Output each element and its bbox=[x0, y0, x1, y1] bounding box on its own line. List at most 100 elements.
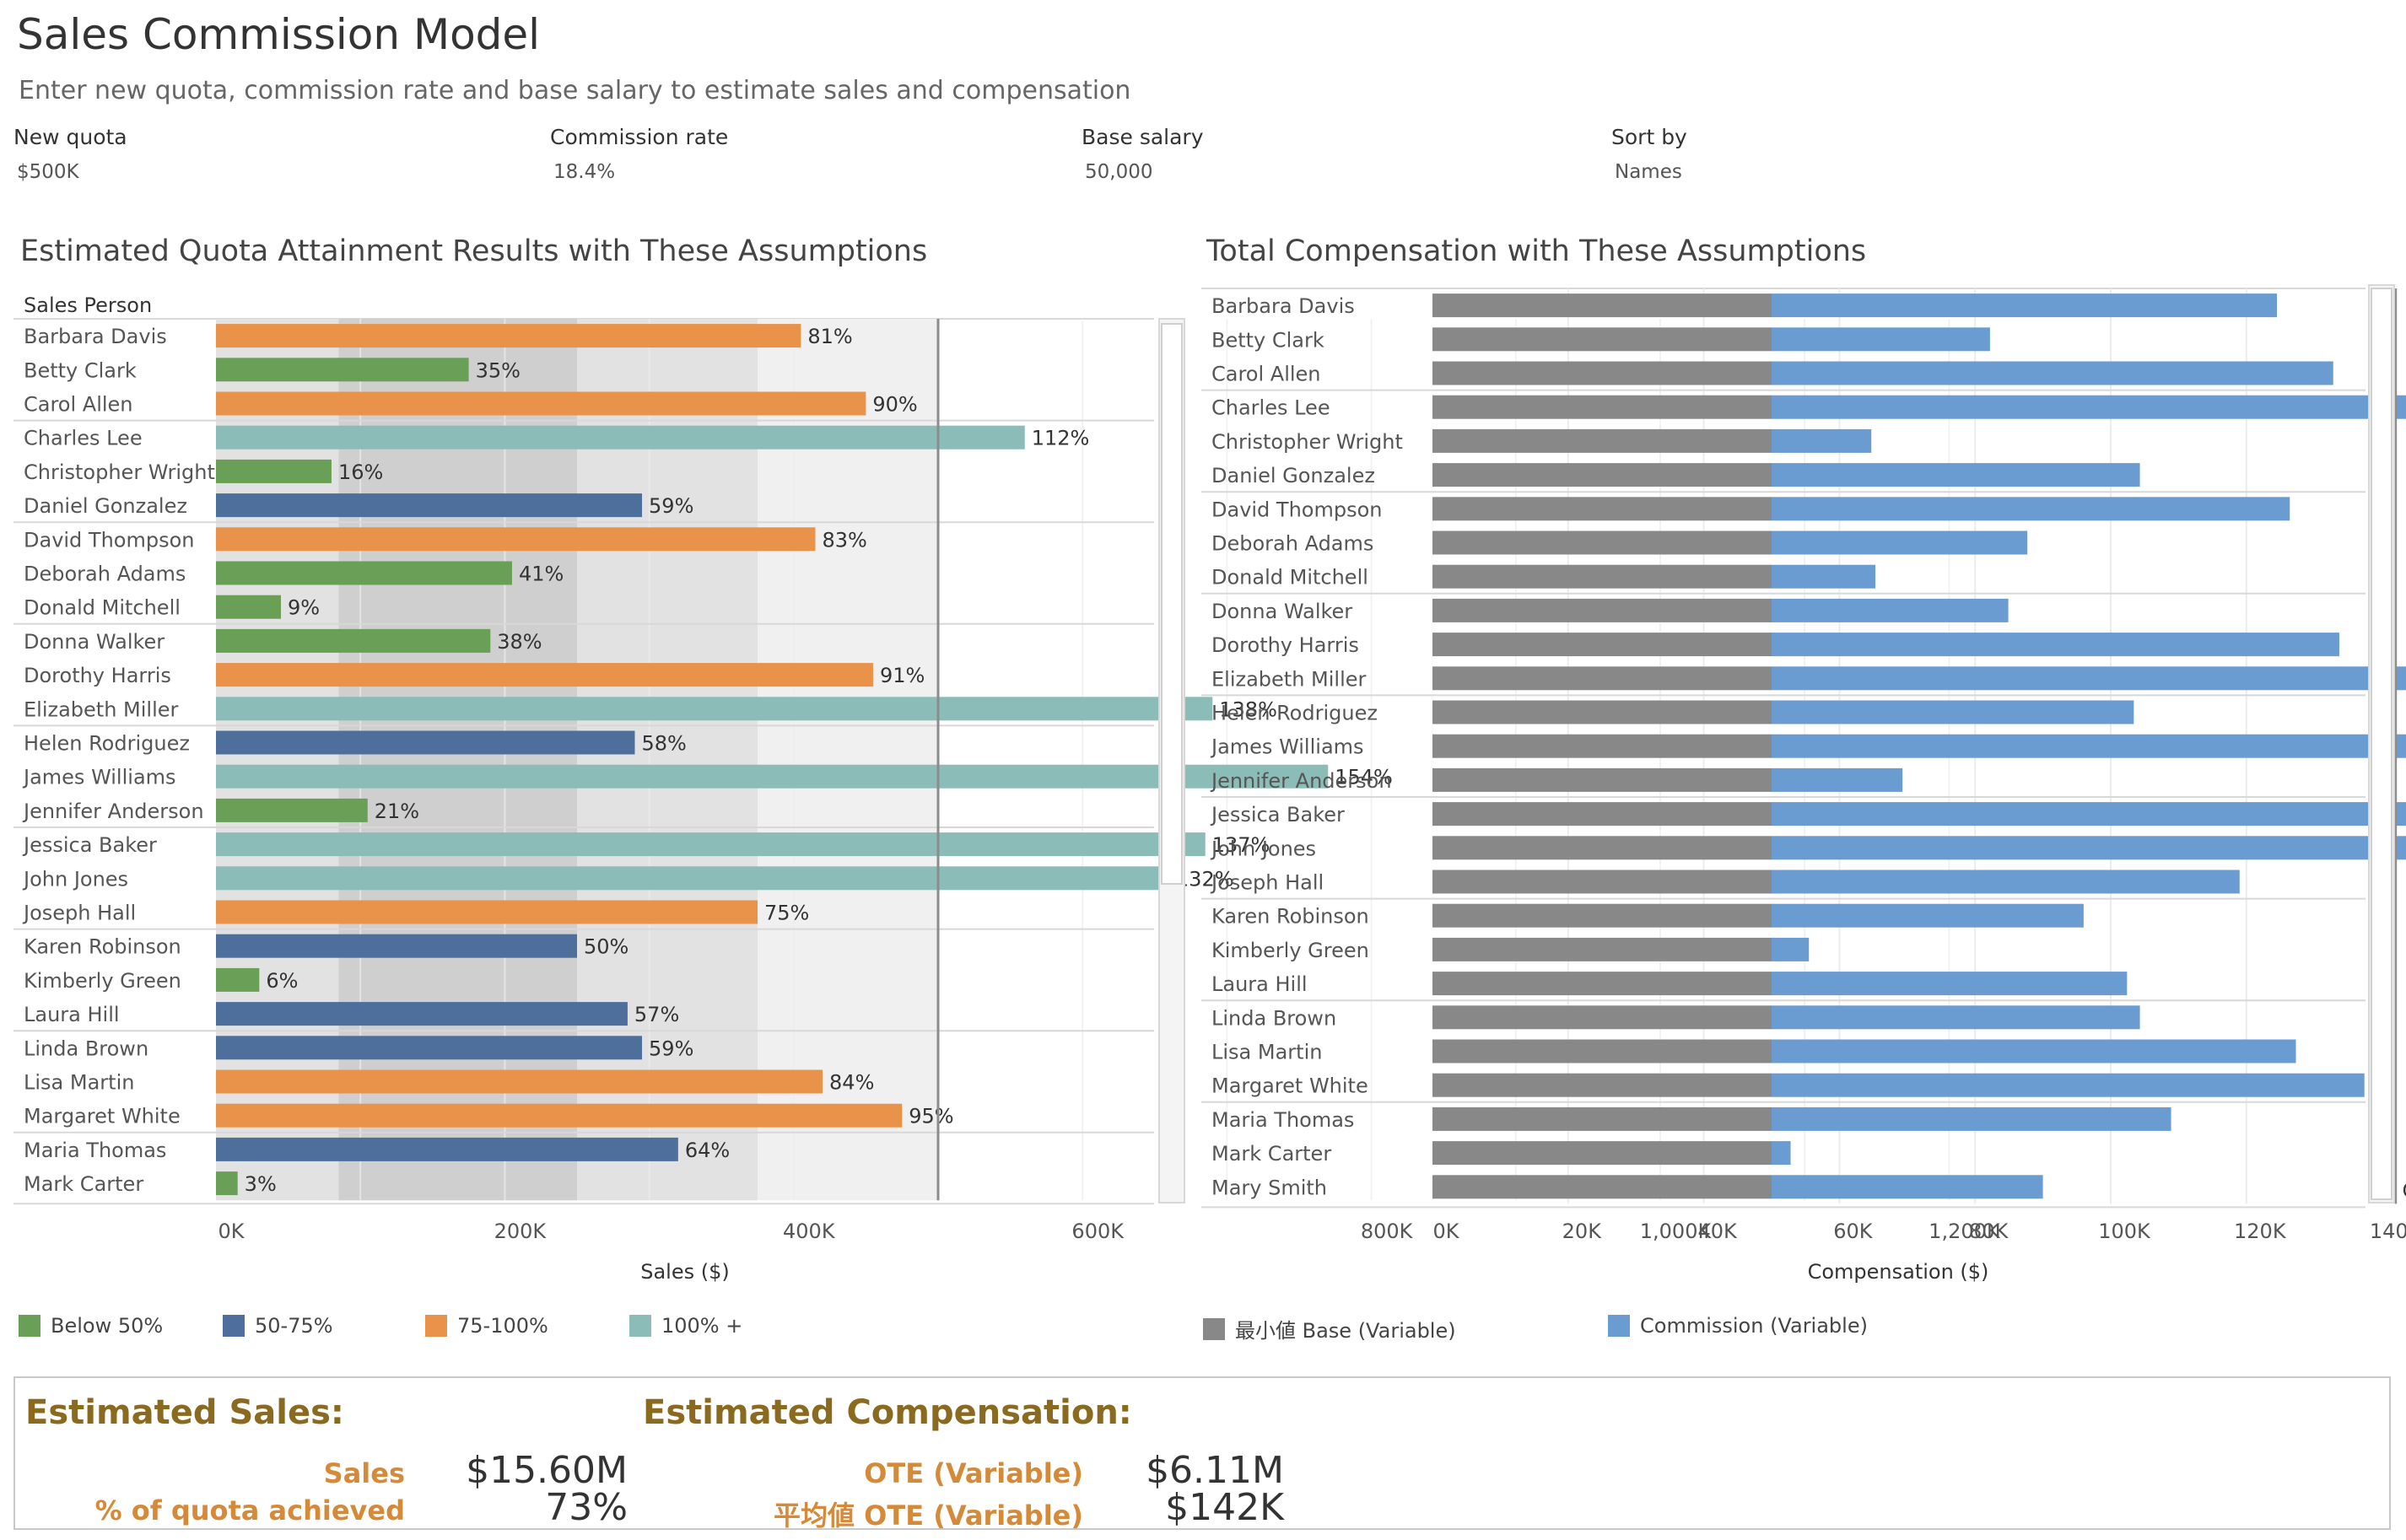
legend-item-base[interactable]: 最小値 Base (Variable) bbox=[1203, 1314, 1456, 1343]
param-base-salary[interactable]: Base salary 50,000 bbox=[1082, 125, 1204, 183]
bar-label: 75% bbox=[764, 902, 809, 925]
commission-bar bbox=[1772, 497, 2290, 521]
legend-swatch bbox=[629, 1315, 651, 1337]
x-tick-label: 60K bbox=[1833, 1220, 1874, 1243]
row-label: Linda Brown bbox=[1211, 1006, 1336, 1030]
base-bar bbox=[1432, 428, 1772, 453]
quota-bar bbox=[216, 934, 577, 958]
row-label: Barbara Davis bbox=[1211, 294, 1355, 318]
row-label: Joseph Hall bbox=[1210, 871, 1324, 895]
row-label: Mark Carter bbox=[1211, 1142, 1331, 1166]
param-new-quota[interactable]: New quota $500K bbox=[13, 125, 127, 183]
param-label: Sort by bbox=[1611, 125, 1687, 149]
legend-item-commission[interactable]: Commission (Variable) bbox=[1608, 1314, 1868, 1338]
row-label: John Jones bbox=[22, 867, 128, 891]
scrollbar-thumb bbox=[2371, 288, 2393, 1200]
x-tick-label: 1,200K bbox=[1929, 1220, 2001, 1243]
commission-rate-input[interactable]: 18.4% bbox=[553, 161, 616, 183]
base-bar bbox=[1432, 598, 1772, 622]
quota-bar bbox=[216, 1171, 238, 1196]
base-bar bbox=[1432, 1073, 1772, 1097]
quota-bar bbox=[216, 730, 635, 755]
page-title: Sales Commission Model bbox=[17, 10, 541, 59]
base-salary-input[interactable]: 50,000 bbox=[1085, 161, 1153, 183]
quota-bar bbox=[216, 425, 1025, 450]
commission-bar bbox=[1772, 972, 2128, 996]
row-label: Margaret White bbox=[24, 1105, 181, 1128]
base-bar bbox=[1432, 700, 1772, 724]
param-sort-by[interactable]: Sort by Names bbox=[1611, 125, 1687, 183]
row-label: Carol Allen bbox=[24, 393, 133, 417]
x-tick-label: 1,000K bbox=[1640, 1220, 1713, 1243]
commission-bar bbox=[1772, 767, 1903, 792]
x-tick-label: 140K bbox=[2370, 1220, 2406, 1243]
bar-label: 3% bbox=[245, 1172, 277, 1196]
estimated-compensation-heading: Estimated Compensation: bbox=[643, 1393, 1132, 1432]
base-bar bbox=[1432, 903, 1772, 928]
quota-bar bbox=[216, 866, 1169, 891]
bar-label: 6% bbox=[266, 969, 298, 993]
x-tick-label: 200K bbox=[494, 1220, 548, 1243]
bar-label: 41% bbox=[519, 563, 564, 586]
legend-item-100-plus[interactable]: 100% + bbox=[629, 1314, 742, 1338]
quota-bar bbox=[216, 832, 1206, 857]
legend-label: Below 50% bbox=[51, 1314, 164, 1338]
commission-bar bbox=[1772, 463, 2140, 487]
legend-item-75-100[interactable]: 75-100% bbox=[425, 1314, 548, 1338]
row-label: Margaret White bbox=[1211, 1074, 1368, 1098]
row-label: Deborah Adams bbox=[1211, 532, 1373, 556]
quota-bar bbox=[216, 900, 758, 924]
legend-item-below-50[interactable]: Below 50% bbox=[19, 1314, 163, 1338]
quota-bar bbox=[216, 527, 816, 552]
new-quota-input[interactable]: $500K bbox=[17, 161, 79, 183]
param-label: Base salary bbox=[1082, 125, 1204, 149]
base-bar bbox=[1432, 327, 1772, 352]
base-bar bbox=[1432, 564, 1772, 589]
legend-item-50-75[interactable]: 50-75% bbox=[223, 1314, 333, 1338]
row-label: Jessica Baker bbox=[22, 833, 157, 857]
row-label: Helen Rodriguez bbox=[1211, 702, 1378, 725]
row-label: Karen Robinson bbox=[1211, 905, 1369, 929]
sort-by-select[interactable]: Names bbox=[1615, 161, 1682, 183]
x-tick-label: 80K bbox=[1969, 1220, 2009, 1243]
x-tick-label: 120K bbox=[2234, 1220, 2287, 1243]
quota-bar bbox=[216, 1069, 823, 1094]
x-axis-title: Sales ($) bbox=[640, 1260, 730, 1284]
bar-label: 95% bbox=[909, 1105, 953, 1128]
ote-label: OTE (Variable) bbox=[864, 1457, 1083, 1489]
param-commission-rate[interactable]: Commission rate 18.4% bbox=[550, 125, 728, 183]
row-label: Donna Walker bbox=[24, 630, 165, 654]
row-label: Lisa Martin bbox=[1211, 1041, 1322, 1064]
row-label: Linda Brown bbox=[24, 1037, 148, 1060]
page-subtitle: Enter new quota, commission rate and bas… bbox=[19, 76, 1131, 105]
sales-label: Sales bbox=[323, 1457, 405, 1489]
avg-ote-label: 平均値 OTE (Variable) bbox=[774, 1500, 1083, 1532]
base-bar bbox=[1432, 734, 1772, 758]
x-axis-title: Compensation ($) bbox=[1808, 1260, 1989, 1284]
quota-bar bbox=[216, 798, 368, 822]
legend-swatch bbox=[223, 1315, 245, 1337]
base-bar bbox=[1432, 497, 1772, 521]
quota-bar bbox=[216, 561, 512, 585]
base-bar bbox=[1432, 633, 1772, 657]
commission-bar bbox=[1772, 903, 2084, 928]
row-label: Deborah Adams bbox=[24, 563, 186, 586]
quota-bar bbox=[216, 1002, 628, 1026]
base-bar bbox=[1432, 972, 1772, 996]
ote-value: $6.11M bbox=[1146, 1449, 1284, 1492]
base-bar bbox=[1432, 530, 1772, 555]
base-bar bbox=[1432, 1175, 1772, 1199]
legend-swatch bbox=[1608, 1315, 1630, 1337]
row-label: Charles Lee bbox=[1211, 396, 1330, 420]
base-bar bbox=[1432, 293, 1772, 318]
commission-bar bbox=[1772, 1039, 2296, 1063]
param-label: Commission rate bbox=[550, 125, 729, 149]
legend-label: Commission (Variable) bbox=[1640, 1314, 1868, 1338]
band-inner bbox=[338, 319, 577, 1201]
quota-bar bbox=[216, 764, 1329, 789]
row-label: Maria Thomas bbox=[24, 1139, 166, 1162]
base-bar bbox=[1432, 361, 1772, 385]
compensation-chart-title: Total Compensation with These Assumption… bbox=[1206, 234, 1867, 268]
row-label: Elizabeth Miller bbox=[24, 697, 179, 721]
